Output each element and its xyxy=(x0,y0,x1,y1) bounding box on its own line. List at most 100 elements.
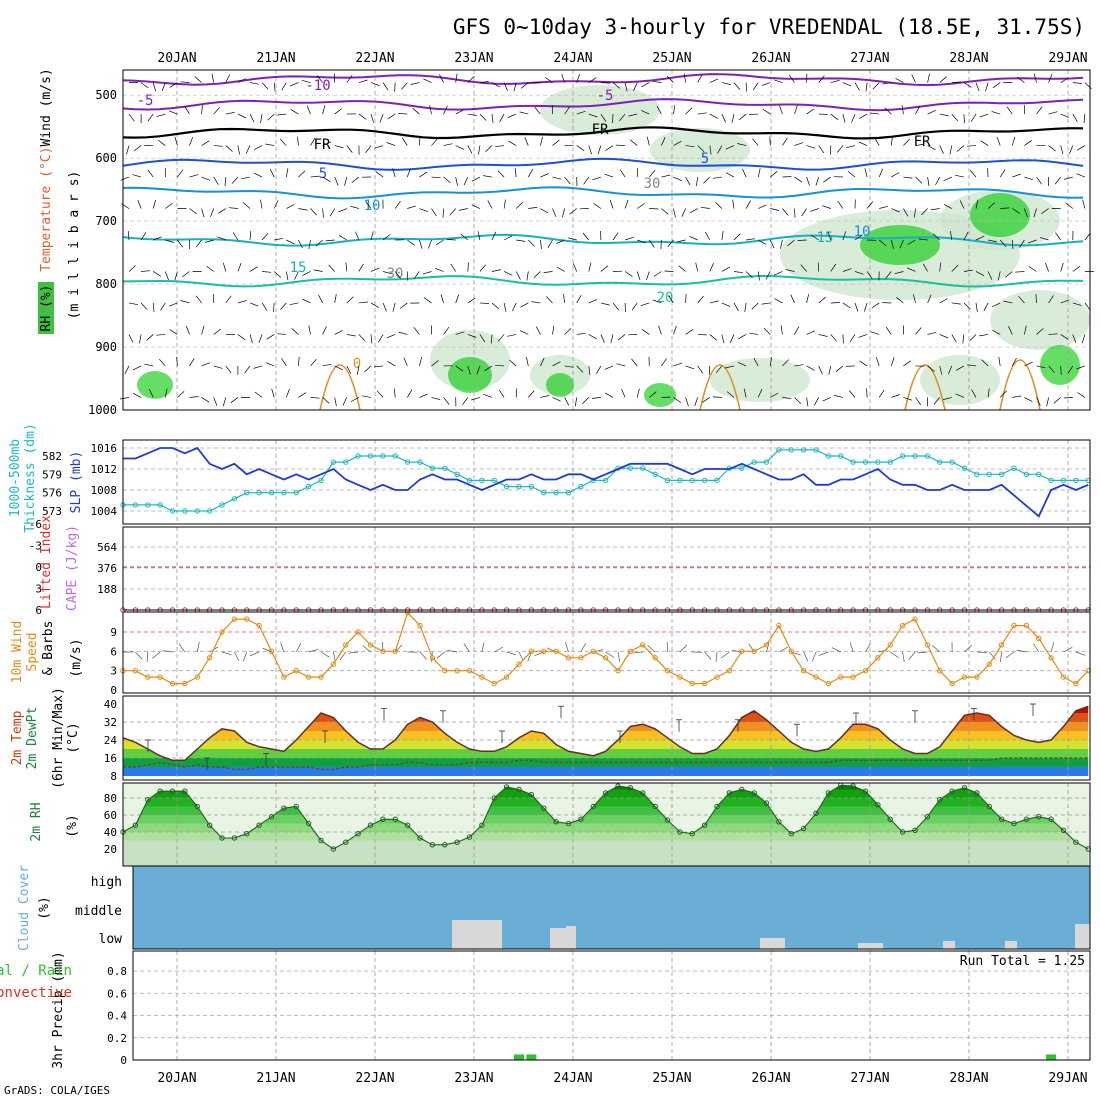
wind-barb xyxy=(315,239,323,247)
wind-barb xyxy=(1063,397,1073,399)
wind-barb xyxy=(413,271,420,280)
wind-barb xyxy=(912,294,916,304)
wind-barb xyxy=(526,357,529,366)
y-tick-label: 6 xyxy=(110,645,117,658)
wind-barb xyxy=(975,271,985,277)
wind-barb xyxy=(298,208,308,211)
rh-band xyxy=(123,823,1089,832)
wind-barb xyxy=(350,397,360,402)
wind-speed-point xyxy=(677,674,683,680)
wind-barb xyxy=(785,269,795,272)
wind-barb xyxy=(576,145,585,151)
wind-barb xyxy=(358,334,366,342)
wind-barb xyxy=(213,176,219,185)
wind-barb xyxy=(976,651,987,653)
wind-barb xyxy=(600,265,609,272)
wind-barb xyxy=(975,199,979,209)
wind-barb xyxy=(484,365,493,372)
wind-barb xyxy=(745,271,753,279)
wind-barb xyxy=(951,81,961,83)
wind-barb xyxy=(782,397,792,400)
wind-barb xyxy=(564,397,570,406)
cloud-fill xyxy=(133,866,1090,949)
wind-barb xyxy=(135,651,143,660)
wind-barb xyxy=(478,145,481,155)
wind-speed-point xyxy=(1036,635,1042,642)
wind-barb xyxy=(991,302,1001,308)
wind-barb xyxy=(963,302,971,310)
wind-barb xyxy=(751,302,759,310)
wind-barb xyxy=(882,82,892,85)
wind-barb xyxy=(334,145,344,149)
wind-barb xyxy=(431,208,437,217)
wind-barb xyxy=(322,105,326,115)
wind-barb xyxy=(407,205,417,209)
wind-barb xyxy=(749,332,759,335)
wind-barb xyxy=(419,239,423,249)
wind-barb xyxy=(124,365,130,375)
wind-barb xyxy=(998,356,1001,366)
wind-barb xyxy=(168,110,178,115)
run-total-label: Run Total = 1.25 xyxy=(960,954,1085,969)
wind-barb xyxy=(827,231,832,241)
wind-barb xyxy=(402,137,408,146)
wind-barb xyxy=(712,176,722,179)
wind-barb xyxy=(507,334,517,337)
wind-barb xyxy=(232,232,239,241)
wind-barb xyxy=(658,325,662,335)
wind-barb xyxy=(552,361,561,367)
wind-barb xyxy=(975,302,978,312)
wind-barb xyxy=(689,208,698,214)
rh-point xyxy=(899,829,906,835)
panel-li-cape: -6 -3 0 3 6 188 376 564 Lifted Index CAPE (J/kg) xyxy=(29,515,1091,617)
panel-ylabel-line: (%) xyxy=(37,896,52,919)
wind-barb xyxy=(449,208,456,216)
rh-point xyxy=(503,784,510,790)
thickness-point xyxy=(974,471,980,478)
wind-barb xyxy=(673,176,682,182)
rh-point xyxy=(244,831,250,837)
wind-barb xyxy=(338,235,347,241)
panel-ylabel-line: 10m Wind xyxy=(10,621,25,684)
wind-barb xyxy=(640,302,650,307)
wind-barb xyxy=(660,239,662,250)
wind-barb xyxy=(685,329,694,335)
wind-barb xyxy=(286,204,295,209)
wind-barb xyxy=(697,112,707,115)
wind-barb xyxy=(1072,82,1082,84)
wind-barb xyxy=(393,388,396,398)
rh-point xyxy=(689,831,695,837)
rh-point xyxy=(640,790,646,796)
wind-barb xyxy=(685,107,693,115)
wind-barb xyxy=(745,82,747,92)
wind-speed-point xyxy=(776,622,782,629)
wind-barb xyxy=(576,110,586,115)
wind-barb xyxy=(1016,649,1027,653)
wind-barb xyxy=(624,271,633,277)
wind-barb xyxy=(128,334,134,343)
rh-point xyxy=(194,803,200,810)
wind-barb xyxy=(646,136,650,146)
thickness-point xyxy=(132,502,139,508)
wind-barb xyxy=(455,145,465,150)
y-tick-label: 188 xyxy=(97,583,117,596)
wind-barb xyxy=(479,302,489,304)
wind-barb xyxy=(631,358,638,367)
wind-barb xyxy=(915,176,923,184)
wind-barb xyxy=(927,109,936,115)
wind-barb xyxy=(147,113,154,122)
wind-barb xyxy=(987,202,996,209)
wind-barb xyxy=(649,391,657,398)
wind-barb xyxy=(362,645,371,653)
wind-barb xyxy=(907,239,916,245)
wind-barb xyxy=(189,208,197,215)
wind-speed-point xyxy=(763,642,770,648)
wind-barb xyxy=(763,327,771,335)
wind-barb xyxy=(1065,202,1074,209)
wind-barb xyxy=(245,145,251,154)
wind-barb xyxy=(152,302,155,312)
wind-barb xyxy=(273,302,275,312)
contour-line xyxy=(319,364,361,411)
wind-barb xyxy=(748,643,755,653)
panel-ylabel: 10m WindSpeed xyxy=(10,621,40,684)
